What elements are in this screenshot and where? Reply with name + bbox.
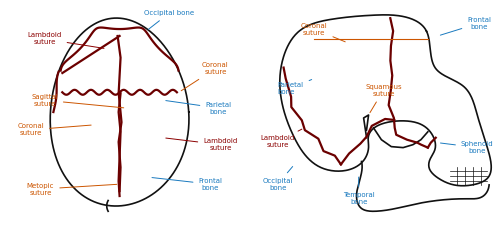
Text: Frontal
bone: Frontal bone <box>440 17 491 35</box>
Text: Temporal
bone: Temporal bone <box>343 177 374 206</box>
Text: Lambdoid
suture: Lambdoid suture <box>28 32 104 48</box>
Text: Parietal
bone: Parietal bone <box>278 79 312 95</box>
Text: Occipital bone: Occipital bone <box>144 10 194 29</box>
Text: Sagittal
suture: Sagittal suture <box>31 94 124 108</box>
Text: Sphenoid
bone: Sphenoid bone <box>440 141 494 154</box>
Text: Coronal
suture: Coronal suture <box>18 123 91 136</box>
Text: Lambdoid
suture: Lambdoid suture <box>260 129 302 148</box>
Text: Lambdoid
suture: Lambdoid suture <box>166 138 238 151</box>
Text: Parietal
bone: Parietal bone <box>166 100 232 115</box>
Text: Occipital
bone: Occipital bone <box>262 167 293 191</box>
Text: Coronal
suture: Coronal suture <box>301 23 345 42</box>
Text: Metopic
suture: Metopic suture <box>27 182 117 196</box>
Text: Frontal
bone: Frontal bone <box>152 178 222 191</box>
Text: Coronal
suture: Coronal suture <box>181 62 229 91</box>
Text: Squamous
suture: Squamous suture <box>365 84 402 113</box>
